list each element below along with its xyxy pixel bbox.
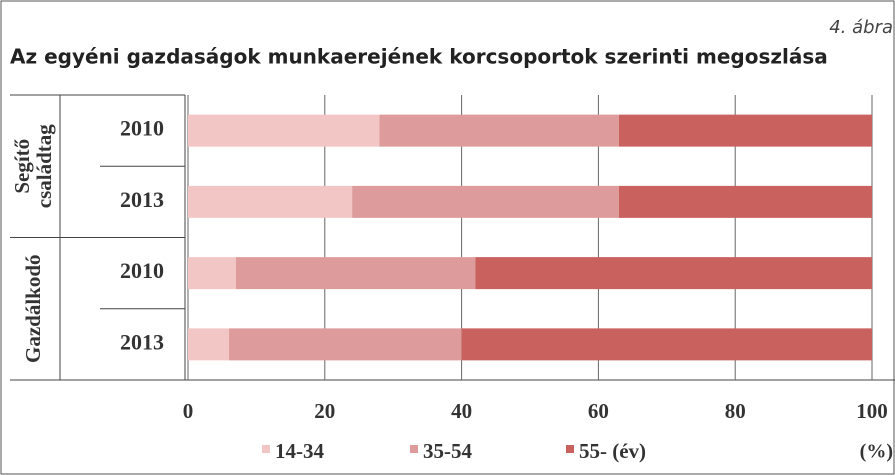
x-tick-label: 20	[314, 399, 335, 423]
legend-swatch	[410, 445, 418, 453]
x-tick-label: 0	[183, 399, 194, 423]
bar-segment	[188, 185, 353, 218]
group-label: családtag	[32, 124, 56, 209]
bar-segment	[188, 328, 230, 361]
x-tick-label: 100	[856, 399, 888, 423]
bar-segment	[379, 114, 619, 147]
y-tick-label: 2013	[120, 187, 164, 212]
chart-title: Az egyéni gazdaságok munkaerejének korcs…	[10, 45, 828, 69]
figure-label: 4. ábra	[829, 17, 893, 38]
bar-segment	[618, 185, 872, 218]
y-tick-label: 2010	[120, 116, 164, 141]
y-tick-label: 2010	[120, 258, 164, 283]
bar-segment	[229, 328, 462, 361]
group-label: Segítő	[10, 139, 34, 194]
bar-segment	[618, 114, 872, 147]
x-tick-label: 80	[725, 399, 746, 423]
y-tick-label: 2013	[120, 329, 164, 354]
legend-label: 14-34	[275, 439, 324, 463]
bar-segment	[352, 185, 619, 218]
bar-segment	[188, 114, 380, 147]
x-unit: (%)	[860, 441, 893, 463]
bar-segment	[188, 257, 236, 290]
x-tick-label: 40	[451, 399, 472, 423]
bar-segment	[475, 257, 872, 290]
legend-label: 35-54	[423, 439, 472, 463]
x-tick-label: 60	[588, 399, 609, 423]
bar-segment	[235, 257, 476, 290]
legend-label: 55- (év)	[579, 439, 646, 463]
legend-swatch	[566, 445, 574, 453]
legend-swatch	[262, 445, 270, 453]
group-label: Gazdálkodó	[21, 254, 45, 363]
bar-segment	[461, 328, 872, 361]
